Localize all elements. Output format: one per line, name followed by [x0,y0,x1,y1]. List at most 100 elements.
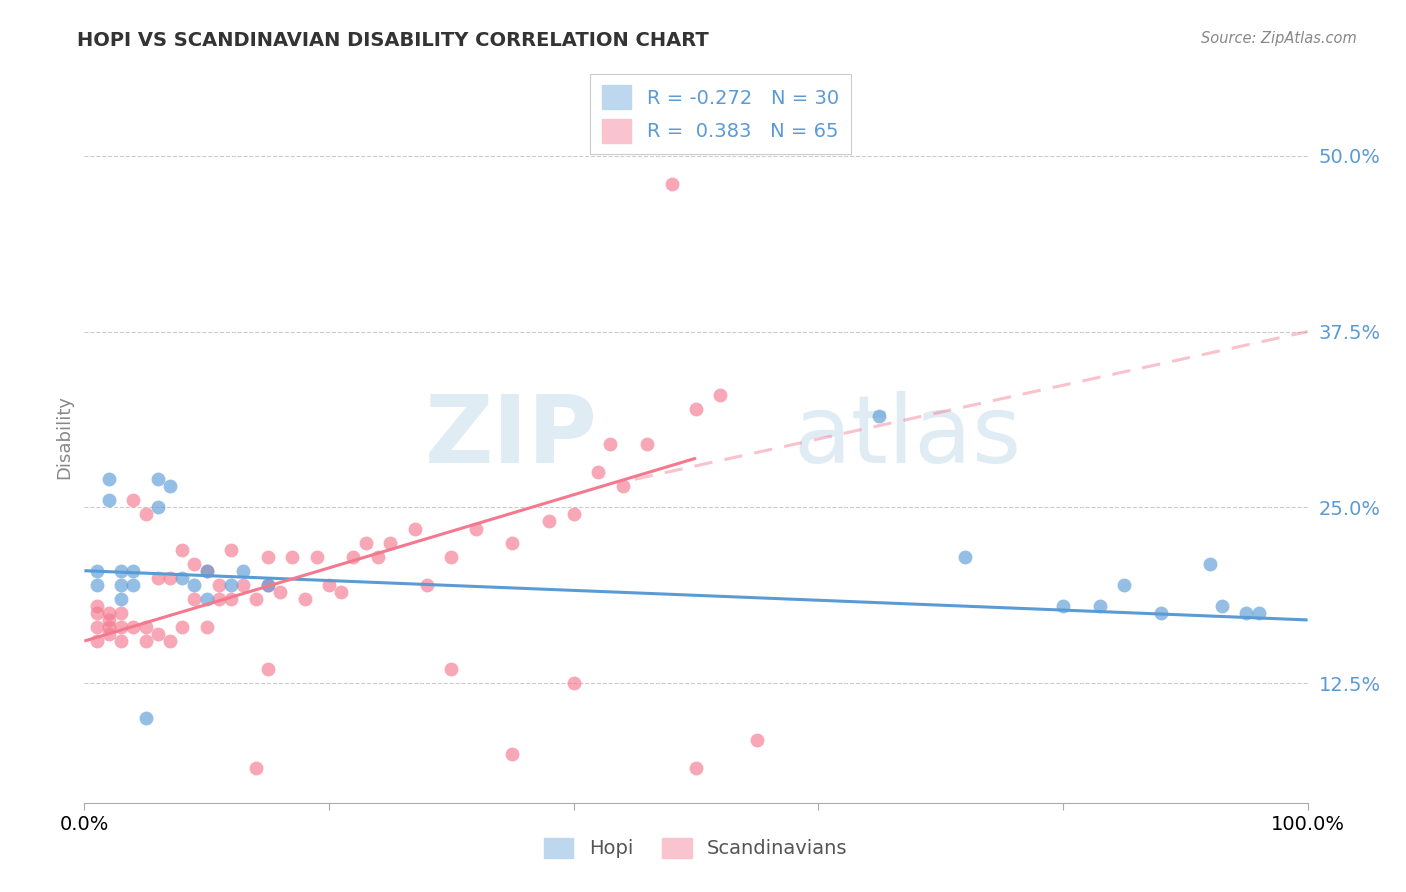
Point [86,578,108,592]
Point [110,564,132,578]
Legend: Hopi, Scandinavians: Hopi, Scandinavians [537,830,855,866]
Point [110,634,132,648]
Point [1247,606,1270,620]
Point [86,634,108,648]
Point [586,465,609,479]
Point [97,493,120,508]
Point [110,606,132,620]
Text: Source: ZipAtlas.com: Source: ZipAtlas.com [1201,31,1357,46]
Point [257,549,280,564]
Point [281,549,304,564]
Point [146,472,169,486]
Point [562,508,585,522]
Point [172,620,194,634]
Point [330,584,353,599]
Point [502,747,524,761]
Point [747,732,769,747]
Point [135,620,157,634]
Point [1150,606,1173,620]
Point [1198,557,1220,571]
Point [404,522,426,536]
Point [685,401,707,416]
Point [110,591,132,606]
Point [122,578,145,592]
Point [342,549,364,564]
Point [122,493,145,508]
Point [416,578,439,592]
Point [464,522,486,536]
Point [245,591,267,606]
Point [97,620,120,634]
Point [195,620,218,634]
Point [159,634,181,648]
Point [380,535,402,549]
Point [195,564,218,578]
Point [86,606,108,620]
Point [86,620,108,634]
Point [257,662,280,676]
Point [195,564,218,578]
Y-axis label: Disability: Disability [55,395,73,479]
Point [86,599,108,613]
Point [1236,606,1258,620]
Point [159,571,181,585]
Point [146,500,169,515]
Point [208,591,231,606]
Point [294,591,316,606]
Point [599,437,621,451]
Point [1088,599,1111,613]
Point [110,578,132,592]
Point [953,549,976,564]
Point [97,472,120,486]
Point [195,591,218,606]
Point [502,535,524,549]
Text: atlas: atlas [794,391,1022,483]
Text: HOPI VS SCANDINAVIAN DISABILITY CORRELATION CHART: HOPI VS SCANDINAVIAN DISABILITY CORRELAT… [77,31,709,50]
Point [159,479,181,493]
Point [869,409,891,423]
Point [257,578,280,592]
Point [1211,599,1233,613]
Point [269,584,291,599]
Point [367,549,389,564]
Point [135,508,157,522]
Point [612,479,634,493]
Point [208,578,231,592]
Point [97,627,120,641]
Point [86,564,108,578]
Point [1114,578,1136,592]
Point [318,578,340,592]
Point [1052,599,1074,613]
Point [146,627,169,641]
Point [183,557,205,571]
Point [232,578,254,592]
Point [440,549,463,564]
Point [685,761,707,775]
Point [709,388,731,402]
Point [183,591,205,606]
Point [97,613,120,627]
Point [183,578,205,592]
Point [219,542,242,557]
Point [305,549,328,564]
Point [232,564,254,578]
Point [219,591,242,606]
Point [562,676,585,690]
Point [135,634,157,648]
Point [97,606,120,620]
Point [538,515,561,529]
Point [122,620,145,634]
Point [440,662,463,676]
Point [257,578,280,592]
Point [636,437,658,451]
Point [122,564,145,578]
Text: ZIP: ZIP [425,391,598,483]
Point [172,571,194,585]
Point [245,761,267,775]
Point [354,535,377,549]
Point [219,578,242,592]
Point [661,177,683,191]
Point [110,620,132,634]
Point [135,711,157,725]
Point [146,571,169,585]
